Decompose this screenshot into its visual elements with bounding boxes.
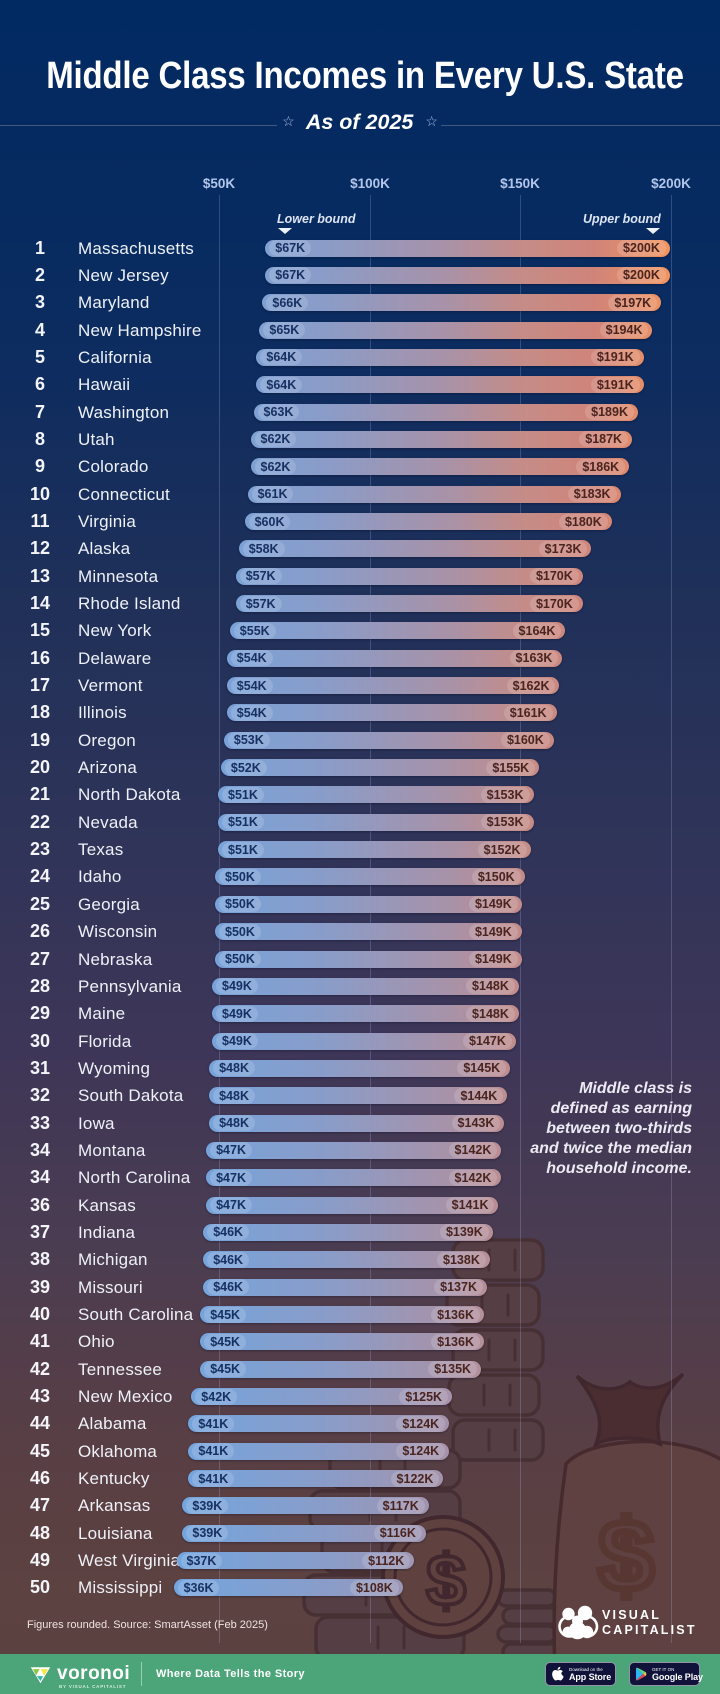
svg-text:$: $: [426, 1541, 466, 1621]
svg-text:$: $: [598, 1500, 654, 1612]
